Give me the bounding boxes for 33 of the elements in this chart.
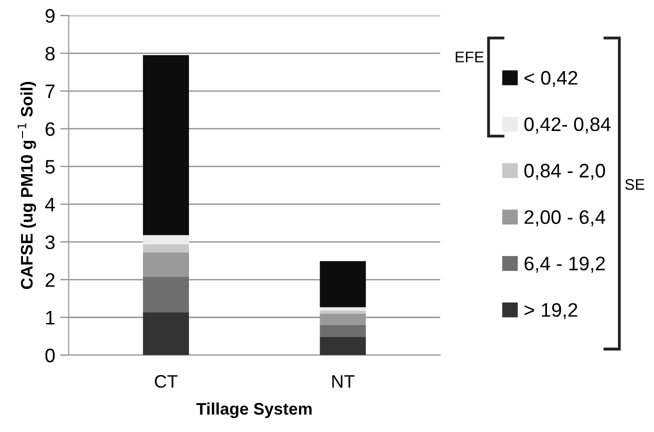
bar: [142, 252, 189, 277]
x-axis-title: Tillage System: [196, 402, 312, 418]
y-tick-label: 8: [46, 46, 55, 61]
legend-label: 0,84 - 2,0: [524, 164, 605, 180]
bar: [142, 276, 189, 312]
text: EFE: [456, 52, 484, 62]
y-axis-title: CAFSE (ug PM10 g$^{−1}$ Soil): [18, 82, 36, 289]
x-tick-label: NT: [332, 375, 354, 388]
bar: [320, 310, 366, 314]
y-tick-label: 9: [46, 9, 55, 23]
legend-label: 6,4 - 19,2: [524, 256, 605, 273]
y-tick-label: 3: [45, 235, 55, 250]
y-tick-label: 4: [45, 198, 55, 212]
y-tick-label: 6: [46, 122, 55, 136]
bar: [320, 336, 366, 356]
y-tick-label: 1: [46, 311, 55, 324]
bar: [142, 235, 189, 244]
legend-label: 2,00 - 6,4: [524, 210, 606, 226]
legend-label: < 0,42: [524, 70, 578, 88]
y-tick-label: 7: [46, 84, 54, 98]
bar: [320, 307, 366, 311]
bar: [142, 55, 189, 236]
legend-label: 0,42- 0,84: [524, 117, 611, 134]
y-tick-label: 0: [45, 348, 55, 362]
text: SE: [625, 179, 644, 190]
x-tick-label: CT: [154, 375, 178, 388]
y-tick-label: 5: [45, 160, 55, 174]
bar: [142, 312, 189, 356]
bar: [142, 244, 189, 252]
legend-label: > 19,2: [524, 303, 578, 320]
bar: [320, 324, 366, 337]
y-tick-label: 2: [46, 273, 54, 287]
bar: [320, 261, 366, 308]
